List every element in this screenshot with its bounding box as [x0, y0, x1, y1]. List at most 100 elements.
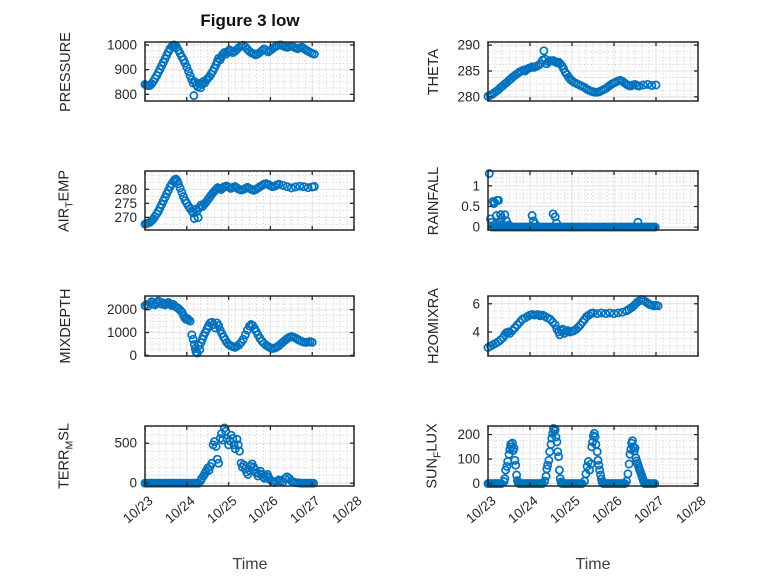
tick-marks: [144, 296, 355, 356]
data-point: [245, 321, 254, 331]
subplot-h2omixra: 46: [472, 295, 699, 357]
data-point: [496, 479, 506, 489]
data-point: [628, 436, 637, 446]
y-tick-label: 200: [457, 427, 480, 442]
data-point: [650, 479, 660, 489]
data-point: [224, 440, 234, 450]
grid-major: [489, 297, 697, 355]
tick-marks: [487, 296, 699, 356]
data-point: [238, 334, 248, 344]
data-point: [278, 180, 288, 190]
data-point: [502, 461, 512, 471]
data-point: [193, 213, 203, 223]
y-tick-label: 290: [457, 38, 480, 53]
data-point: [309, 478, 318, 488]
y-tick-label: 500: [114, 436, 137, 451]
data-point: [194, 478, 203, 488]
y-tick-label: 0: [472, 476, 480, 491]
data-point: [539, 46, 549, 56]
data-point: [545, 447, 555, 457]
data-point: [533, 60, 543, 70]
data-point: [585, 465, 595, 475]
data-point: [595, 465, 605, 475]
data-point: [509, 443, 519, 453]
data-point: [187, 330, 197, 340]
data-point: [177, 187, 187, 197]
y-tick-label: 0.5: [461, 199, 480, 214]
markers: [483, 295, 663, 352]
data-point: [544, 455, 554, 465]
y-tick-label: 0: [472, 220, 480, 235]
ylabel-sunflux: SUNFLUX: [424, 423, 444, 489]
data-point: [184, 315, 193, 325]
ylabel-rainfall: RAINFALL: [426, 166, 442, 235]
data-point: [184, 66, 193, 76]
y-tick-label: 275: [114, 196, 137, 211]
figure-title: Figure 3 low: [200, 11, 300, 30]
subplot-theta: 280 285 290: [457, 38, 699, 104]
data-point: [309, 182, 319, 191]
data-point: [218, 49, 228, 59]
data-point: [188, 334, 198, 344]
data-point: [624, 459, 634, 469]
data-point: [291, 182, 300, 192]
y-tick-label: 285: [457, 63, 480, 78]
data-point: [653, 301, 663, 311]
data-point: [185, 316, 195, 326]
data-point: [552, 437, 562, 447]
markers: [140, 423, 318, 488]
data-point: [299, 182, 309, 192]
ylabel-terrmsl: TERRMSL: [56, 423, 76, 489]
axis-box: [144, 295, 355, 357]
markers: [140, 296, 317, 358]
data-point: [503, 327, 513, 337]
subplot-pressure: 800 900 1000: [107, 37, 355, 102]
data-point: [226, 46, 236, 56]
data-point: [583, 457, 593, 466]
data-point: [593, 455, 603, 465]
grid-minor: [146, 427, 353, 485]
axis-box: [487, 295, 699, 357]
tick-marks: [144, 426, 355, 486]
data-point: [651, 80, 661, 90]
data-point: [171, 174, 181, 184]
data-point: [586, 459, 596, 469]
ylabel-theta: THETA: [426, 48, 442, 95]
data-point: [605, 308, 615, 318]
data-point: [282, 182, 292, 192]
data-point: [307, 337, 317, 347]
x-axis-label-left: Time: [232, 556, 268, 573]
data-point: [647, 81, 657, 90]
data-point: [214, 458, 224, 468]
data-point: [511, 460, 521, 470]
y-tick-label: 1: [472, 178, 480, 193]
data-point: [643, 79, 653, 89]
y-tick-label: 1000: [107, 325, 137, 340]
subplot-rainfall: 00.51: [461, 169, 699, 235]
markers: [483, 46, 661, 101]
data-point: [484, 169, 494, 178]
data-point: [594, 460, 604, 470]
ylabel-h2omixra: H2OMIXRA: [426, 288, 442, 364]
data-point: [240, 330, 250, 340]
data-point: [634, 81, 644, 91]
data-point: [235, 446, 244, 456]
tick-marks: [144, 171, 355, 230]
ylabel-airtemp: AIRTEMP: [56, 169, 76, 232]
data-point: [274, 179, 284, 189]
data-point: [211, 441, 221, 451]
data-point: [527, 211, 537, 221]
tick-marks: [487, 42, 699, 101]
data-point: [551, 432, 561, 442]
data-point: [630, 443, 640, 453]
y-tick-label: 100: [457, 452, 480, 467]
y-tick-label: 0: [129, 476, 137, 491]
axis-box: [487, 170, 699, 231]
data-point: [554, 465, 564, 475]
data-point: [609, 309, 619, 319]
data-point: [309, 49, 319, 59]
y-tick-label: 800: [114, 87, 137, 102]
axis-box: [144, 41, 355, 102]
data-point: [182, 62, 192, 72]
